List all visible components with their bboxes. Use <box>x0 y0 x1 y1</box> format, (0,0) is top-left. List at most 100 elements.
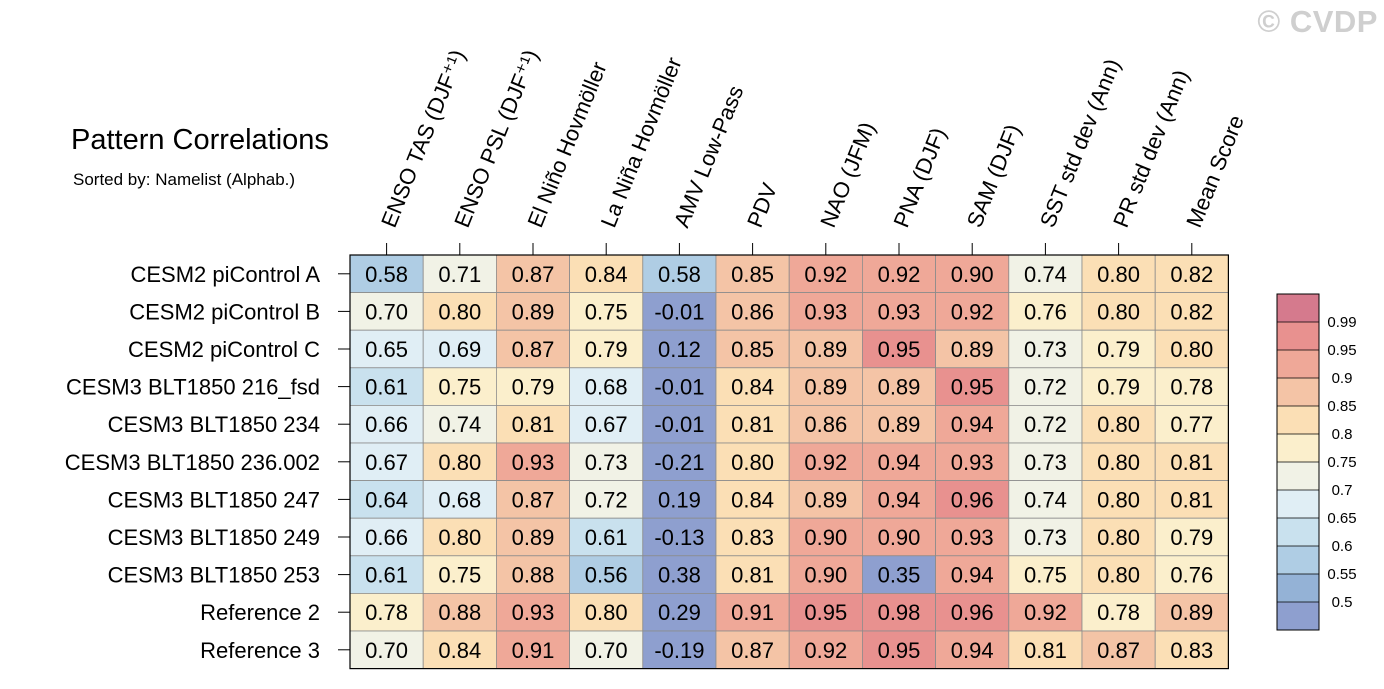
cell-value: 0.80 <box>585 600 628 625</box>
column-label: SAM (DJF) <box>962 121 1026 231</box>
colorbar-segment <box>1277 574 1319 602</box>
row-label: CESM3 BLT1850 253 <box>108 563 320 588</box>
heatmap-cell <box>422 442 497 481</box>
cell-value: 0.85 <box>731 262 774 287</box>
heatmap-cell <box>935 630 1010 669</box>
cell-value: 0.89 <box>804 337 847 362</box>
cell-value: 0.67 <box>585 412 628 437</box>
colorbar-label: 0.85 <box>1327 398 1356 415</box>
cell-value: 0.93 <box>804 299 847 324</box>
cell-value: 0.90 <box>804 525 847 550</box>
cell-value: 0.73 <box>1024 337 1067 362</box>
cell-value: 0.12 <box>658 337 701 362</box>
heatmap-cell <box>715 367 790 406</box>
cell-value: 0.89 <box>804 487 847 512</box>
cell-value: 0.38 <box>658 563 701 588</box>
cell-value: 0.90 <box>951 262 994 287</box>
heatmap-cell <box>642 593 717 632</box>
heatmap-cell <box>715 593 790 632</box>
heatmap-cell <box>1008 555 1083 594</box>
heatmap-cell <box>1154 517 1229 557</box>
heatmap-cell <box>862 593 937 632</box>
heatmap-cell <box>862 555 937 594</box>
row-label: CESM2 piControl C <box>128 337 320 362</box>
heatmap-cell <box>862 517 937 557</box>
heatmap-cell <box>715 404 790 444</box>
cell-value: 0.61 <box>365 375 408 400</box>
heatmap-cell <box>1008 367 1083 406</box>
cell-value: 0.92 <box>804 262 847 287</box>
heatmap-cell <box>569 480 644 519</box>
row-label: CESM3 BLT1850 249 <box>108 525 320 550</box>
colorbar-segment <box>1277 350 1319 378</box>
cell-value: 0.69 <box>438 337 481 362</box>
cell-value: 0.98 <box>878 600 921 625</box>
heatmap-cell <box>1081 442 1156 481</box>
heatmap-cell <box>715 442 790 481</box>
cell-value: 0.82 <box>1170 262 1213 287</box>
cell-value: -0.01 <box>654 412 704 437</box>
heatmap-cell <box>1008 329 1083 369</box>
heatmap-cell <box>349 292 424 331</box>
colorbar: 0.99 0.95 0.9 0.85 0.8 0.75 0.7 0.65 0.6 0.55 0.5 <box>1276 293 1357 631</box>
cell-value: 0.80 <box>1097 525 1140 550</box>
cell-value: 0.84 <box>438 638 481 663</box>
cell-value: 0.77 <box>1170 412 1213 437</box>
heatmap-cell <box>862 254 937 293</box>
heatmap-cell <box>1081 480 1156 519</box>
cell-value: 0.89 <box>951 337 994 362</box>
cell-value: 0.91 <box>512 638 555 663</box>
cell-value: 0.81 <box>731 563 774 588</box>
cell-value: 0.73 <box>585 450 628 475</box>
cell-value: 0.83 <box>731 525 774 550</box>
heatmap-cell <box>935 292 1010 331</box>
heatmap-cell <box>1081 555 1156 594</box>
cell-value: 0.89 <box>512 299 555 324</box>
cell-value: 0.93 <box>951 450 994 475</box>
heatmap-cell <box>935 480 1010 519</box>
cell-value: 0.75 <box>1024 563 1067 588</box>
heatmap-cell <box>715 480 790 519</box>
heatmap-cell <box>1154 404 1229 444</box>
cell-value: 0.66 <box>365 412 408 437</box>
colorbar-segment <box>1277 406 1319 434</box>
heatmap-cell <box>349 367 424 406</box>
cell-value: 0.88 <box>438 600 481 625</box>
cell-value: 0.92 <box>804 638 847 663</box>
cell-value: 0.93 <box>512 600 555 625</box>
cell-value: -0.21 <box>654 450 704 475</box>
cell-value: 0.87 <box>512 262 555 287</box>
heatmap-cell <box>569 517 644 557</box>
cell-value: 0.87 <box>512 337 555 362</box>
heatmap-cell <box>1008 517 1083 557</box>
colorbar-segment <box>1277 490 1319 518</box>
column-label: PNA (DJF) <box>888 124 951 231</box>
heatmap-cell <box>1154 329 1229 369</box>
cell-value: 0.80 <box>1097 412 1140 437</box>
cell-value: 0.86 <box>731 299 774 324</box>
heatmap-cell <box>642 442 717 481</box>
cell-value: 0.95 <box>878 638 921 663</box>
heatmap-cell <box>642 517 717 557</box>
column-label: SST std dev (Ann) <box>1035 55 1125 231</box>
cell-value: 0.61 <box>365 563 408 588</box>
cell-value: 0.73 <box>1024 450 1067 475</box>
heatmap-cell <box>422 254 497 293</box>
heatmap-cell <box>1008 480 1083 519</box>
heatmap-cell <box>788 442 863 481</box>
cell-value: 0.80 <box>1097 262 1140 287</box>
cell-value: 0.70 <box>585 638 628 663</box>
heatmap-cell <box>715 555 790 594</box>
colorbar-label: 0.7 <box>1332 482 1353 499</box>
row-label: CESM2 piControl B <box>129 299 320 324</box>
heatmap-cell <box>1081 404 1156 444</box>
colorbar-label: 0.75 <box>1327 454 1356 471</box>
heatmap-cell <box>349 404 424 444</box>
cell-value: 0.89 <box>878 375 921 400</box>
cell-value: 0.74 <box>1024 262 1067 287</box>
cell-value: 0.94 <box>878 487 921 512</box>
heatmap-cell <box>1008 630 1083 669</box>
heatmap-cell <box>715 329 790 369</box>
cell-value: 0.58 <box>658 262 701 287</box>
colorbar-label: 0.99 <box>1327 314 1356 331</box>
